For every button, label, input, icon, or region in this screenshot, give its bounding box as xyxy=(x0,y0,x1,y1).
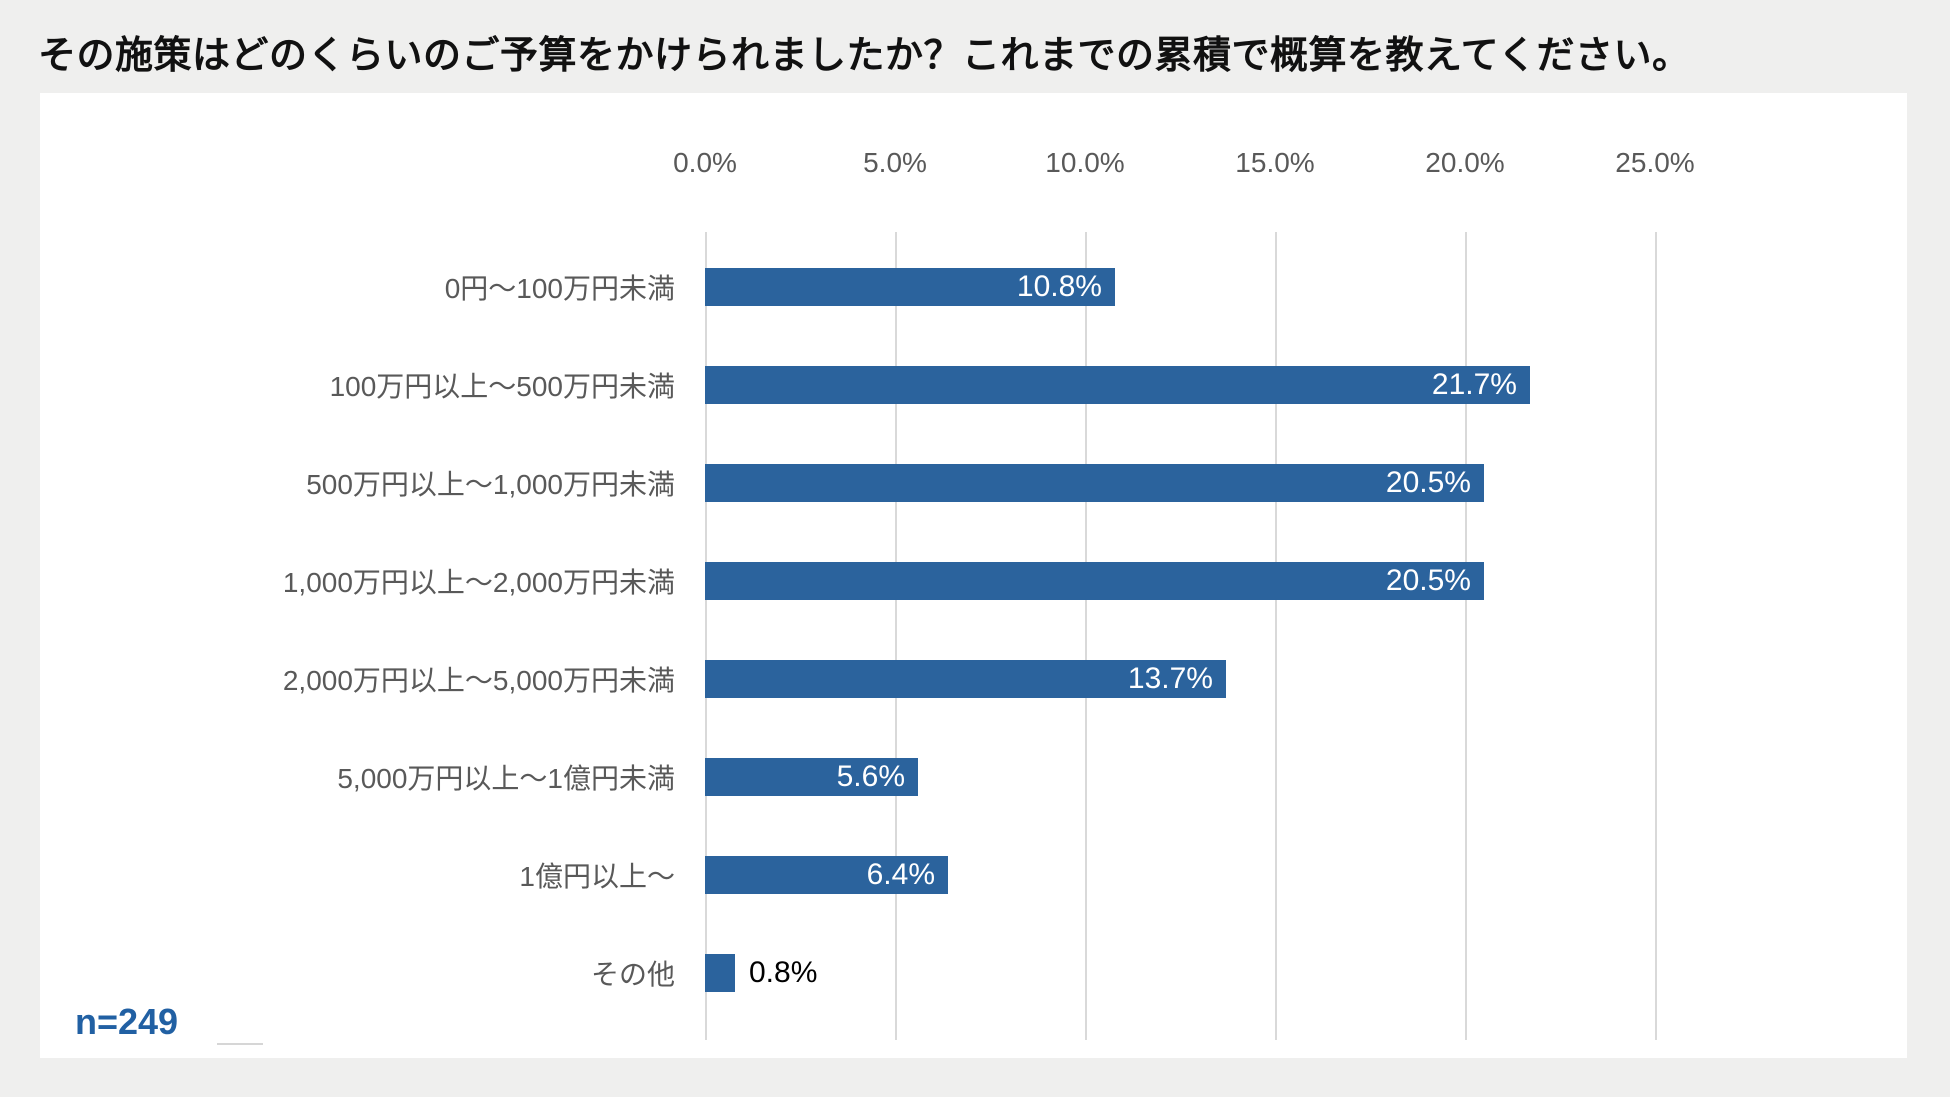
category-label: 100万円以上〜500万円未満 xyxy=(329,371,675,402)
bar: 6.4% xyxy=(705,856,948,894)
x-axis-tick-label: 25.0% xyxy=(1615,147,1695,178)
gridline xyxy=(1465,232,1467,1040)
x-axis-tick-label: 5.0% xyxy=(863,147,927,178)
bar: 20.5% xyxy=(705,562,1484,600)
bar-value-label: 20.5% xyxy=(1385,466,1471,499)
gridline xyxy=(1085,232,1087,1040)
gridline xyxy=(705,232,707,1040)
bar: 13.7% xyxy=(705,660,1226,698)
category-label: 5,000万円以上〜1億円未満 xyxy=(337,763,675,794)
x-axis-tick-label: 10.0% xyxy=(1045,147,1125,178)
gridline xyxy=(1275,232,1277,1040)
bar-value-label: 10.8% xyxy=(1016,270,1102,303)
bar-value-label: 13.7% xyxy=(1127,662,1213,695)
bar xyxy=(705,954,735,992)
bar: 21.7% xyxy=(705,366,1530,404)
bar-value-label: 21.7% xyxy=(1431,368,1517,401)
page-title: その施策はどのくらいのご予算をかけられましたか？これまでの累積で概算を教えてくだ… xyxy=(38,35,1691,77)
bar: 10.8% xyxy=(705,268,1115,306)
sample-size-label: n=249 xyxy=(75,1001,179,1042)
bar-value-label: 5.6% xyxy=(836,760,905,793)
bar-value-label: 20.5% xyxy=(1385,564,1471,597)
bar: 20.5% xyxy=(705,464,1484,502)
category-label: 2,000万円以上〜5,000万円未満 xyxy=(282,665,675,696)
category-label: 1億円以上〜 xyxy=(519,861,675,892)
bar-value-label: 0.8% xyxy=(749,956,818,989)
category-label: 0円〜100万円未満 xyxy=(444,273,675,304)
category-label: 500万円以上〜1,000万円未満 xyxy=(306,469,675,500)
bar: 5.6% xyxy=(705,758,918,796)
x-axis-tick-label: 15.0% xyxy=(1235,147,1315,178)
gridline xyxy=(1655,232,1657,1040)
gridline xyxy=(895,232,897,1040)
category-label: 1,000万円以上〜2,000万円未満 xyxy=(282,567,675,598)
x-axis-tick-label: 0.0% xyxy=(673,147,737,178)
bar-value-label: 6.4% xyxy=(866,858,935,891)
divider-line xyxy=(217,1043,263,1045)
x-axis-tick-label: 20.0% xyxy=(1425,147,1505,178)
category-label: その他 xyxy=(590,959,675,990)
chart-card: 0.0% 5.0% 10.0% 15.0% 20.0% 25.0% 0円〜100万円未満 10… xyxy=(40,93,1907,1058)
